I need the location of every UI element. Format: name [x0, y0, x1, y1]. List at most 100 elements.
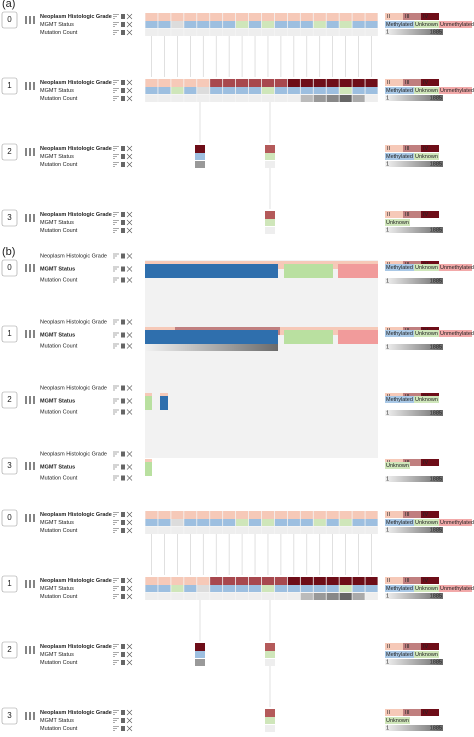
bar-icon [121, 343, 125, 349]
group-index: 3 [7, 461, 12, 470]
sort-icon [113, 409, 119, 415]
mgmt-legend-label: Methylated [386, 88, 413, 94]
remove-icon [126, 319, 133, 325]
mgmt-legend-label: Unmethylated [440, 265, 474, 271]
heat-cell [274, 519, 287, 526]
grade-legend-swatch [385, 709, 403, 716]
heat-cell [223, 585, 236, 592]
remove-icon [126, 464, 133, 470]
sort-icon [113, 520, 119, 525]
mgmt-legend-label: Unknown [415, 154, 438, 160]
remove-icon [126, 153, 133, 160]
attribute-label: Mutation Count [40, 409, 78, 415]
heat-cell [261, 79, 275, 87]
heat-cell [326, 95, 339, 102]
heat-cell [265, 227, 275, 234]
grade-legend-swatch [421, 145, 439, 152]
heat-cell [313, 585, 326, 592]
mgmt-legend-label: Unmethylated [440, 22, 474, 28]
bar-icon [121, 162, 125, 167]
remove-icon [126, 385, 133, 391]
count-legend-min: 1 [386, 659, 389, 665]
attribute-label: MGMT Status [40, 154, 74, 160]
sort-icon [113, 96, 119, 101]
bar-icon [121, 220, 125, 225]
count-legend-bar [385, 29, 443, 35]
heat-cell [210, 527, 223, 534]
count-legend-bar [385, 95, 443, 101]
heat-cell [339, 577, 352, 585]
group-index: 3 [7, 213, 12, 222]
bar-icon [121, 154, 125, 159]
heat-cell [287, 577, 300, 585]
heat-cell [145, 79, 158, 87]
count-legend-max: 1885 [430, 527, 442, 533]
heat-cell [365, 21, 378, 28]
count-legend-max: 1885 [430, 344, 442, 350]
heat-cell [236, 87, 249, 94]
heat-cell [300, 87, 313, 94]
count-legend-bar [385, 410, 443, 416]
heat-cell [171, 29, 184, 36]
panel-label: (a) [2, 0, 15, 10]
heat-cell [338, 264, 378, 278]
heat-cell [261, 577, 275, 585]
sort-icon [113, 212, 119, 217]
group-index-box [1, 259, 18, 277]
count-legend-max: 1885 [430, 725, 442, 731]
heat-cell [223, 87, 236, 94]
heat-cell [184, 577, 197, 585]
grade-legend-swatch [403, 13, 421, 20]
remove-icon [126, 643, 133, 650]
sort-icon [113, 660, 119, 665]
bar-icon [121, 30, 125, 35]
mgmt-legend-label: Unknown [415, 22, 438, 28]
heat-cell [313, 95, 326, 102]
attribute-label: MGMT Status [40, 718, 74, 724]
heat-cell [300, 527, 313, 534]
heat-cell [339, 527, 352, 534]
heat-cell [248, 21, 262, 28]
heat-cell [210, 29, 223, 36]
heat-cell [160, 396, 168, 410]
bar-icon [121, 146, 125, 151]
heat-cell [236, 519, 249, 526]
heat-cell [158, 511, 171, 519]
grade-legend-swatch [385, 211, 403, 218]
mgmt-legend-label: Unmethylated [440, 586, 474, 592]
count-legend-max: 1885 [430, 29, 442, 35]
remove-icon [126, 593, 133, 600]
heat-cell [274, 527, 287, 534]
bar-icon [121, 464, 125, 470]
heat-cell [158, 585, 171, 592]
mgmt-legend-label: Unknown [415, 397, 438, 403]
heat-cell [210, 21, 223, 28]
heat-cell [145, 21, 158, 28]
heat-cell [284, 330, 333, 344]
heat-cell [339, 79, 352, 87]
grade-legend-swatch [385, 145, 403, 152]
heat-cell [326, 79, 339, 87]
heat-cell [171, 585, 184, 592]
heat-cell [145, 13, 158, 21]
sort-icon [113, 228, 119, 233]
heat-cell [261, 511, 275, 519]
heat-cell [339, 585, 352, 592]
heat-cell [352, 511, 365, 519]
heat-cell [184, 13, 197, 21]
mgmt-legend-label: Unknown [415, 331, 438, 337]
heat-cell [236, 29, 249, 36]
heat-cell [365, 577, 378, 585]
grade-legend-swatch [403, 709, 421, 716]
heat-cell [184, 79, 197, 87]
heat-cell [300, 13, 313, 21]
heat-cell [197, 527, 210, 534]
heat-cell [339, 13, 352, 21]
heat-cell [197, 519, 210, 526]
heat-cell [287, 79, 300, 87]
grade-legend-swatch [385, 511, 403, 518]
heat-cell [197, 511, 210, 519]
heat-cell [248, 593, 262, 600]
count-legend-bar [385, 476, 443, 482]
remove-icon [126, 659, 133, 666]
